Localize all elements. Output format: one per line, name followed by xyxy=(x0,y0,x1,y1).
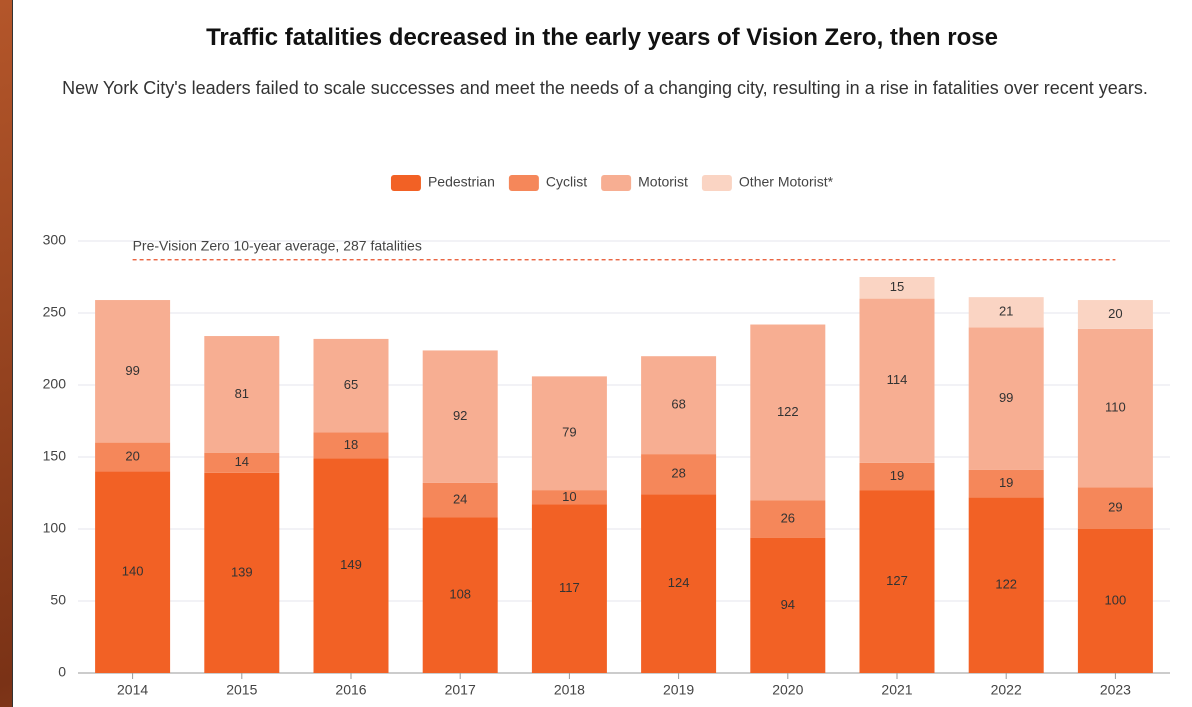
bar-segment xyxy=(531,504,607,673)
legend-swatch xyxy=(701,175,732,191)
y-tick-label: 300 xyxy=(43,232,67,248)
y-tick-label: 100 xyxy=(43,520,67,536)
bar-segment xyxy=(859,490,935,673)
legend-label: Pedestrian xyxy=(428,174,495,190)
value-label: 140 xyxy=(122,564,144,579)
bar-segment xyxy=(641,494,717,673)
value-label: 110 xyxy=(1105,399,1126,414)
value-label: 149 xyxy=(340,557,362,572)
bar-segment xyxy=(1077,487,1153,529)
x-tick-label: 2023 xyxy=(1100,682,1131,698)
x-tick-label: 2017 xyxy=(445,682,476,698)
legend-swatch xyxy=(390,175,421,191)
value-label: 122 xyxy=(995,577,1017,592)
value-label: 20 xyxy=(125,448,139,463)
value-label: 99 xyxy=(125,363,139,378)
y-tick-label: 200 xyxy=(43,376,67,392)
bar-segment xyxy=(1077,529,1153,673)
legend-swatch xyxy=(508,175,539,191)
bar-segment xyxy=(750,500,826,538)
value-label: 127 xyxy=(886,573,908,588)
value-label: 99 xyxy=(999,390,1013,405)
x-tick-label: 2016 xyxy=(335,682,366,698)
chart-subtitle: New York City's leaders failed to scale … xyxy=(62,78,1148,98)
bar-segment xyxy=(531,490,607,505)
bar-segment xyxy=(968,469,1044,498)
chart-title: Traffic fatalities decreased in the earl… xyxy=(206,24,998,51)
value-label: 68 xyxy=(671,397,685,412)
bar-segment xyxy=(313,432,389,459)
value-label: 10 xyxy=(562,489,576,504)
bar-segment xyxy=(750,537,826,673)
value-label: 28 xyxy=(671,466,685,481)
bar-segment xyxy=(1077,328,1153,488)
value-label: 15 xyxy=(890,279,904,294)
legend-label: Other Motorist* xyxy=(739,174,834,190)
bar-segment xyxy=(531,376,607,491)
bar-segment xyxy=(95,471,171,673)
value-label: 100 xyxy=(1105,592,1127,607)
value-label: 19 xyxy=(890,468,904,483)
bar-segment xyxy=(968,497,1044,673)
value-label: 92 xyxy=(453,408,467,423)
bar-segment xyxy=(204,472,280,673)
bar-segment xyxy=(204,452,280,473)
value-label: 81 xyxy=(235,386,249,401)
x-tick-label: 2019 xyxy=(663,682,694,698)
value-label: 114 xyxy=(887,372,908,387)
bar-segment xyxy=(422,482,498,518)
y-tick-label: 50 xyxy=(50,592,66,608)
value-label: 21 xyxy=(999,304,1013,319)
x-tick-label: 2018 xyxy=(554,682,585,698)
value-label: 65 xyxy=(344,377,358,392)
value-label: 18 xyxy=(344,437,358,452)
value-label: 94 xyxy=(781,597,795,612)
reference-label: Pre-Vision Zero 10-year average, 287 fat… xyxy=(133,237,422,253)
value-label: 122 xyxy=(777,404,799,419)
value-label: 124 xyxy=(668,575,690,590)
x-tick-label: 2020 xyxy=(772,682,803,698)
y-tick-label: 150 xyxy=(43,448,67,464)
y-tick-label: 250 xyxy=(43,304,67,320)
legend: Pedestrian Cyclist Motorist Other Motorist* xyxy=(390,174,834,191)
y-tick-label: 0 xyxy=(58,664,66,680)
value-label: 14 xyxy=(235,454,249,469)
bar-segment xyxy=(422,350,498,483)
legend-label: Motorist xyxy=(638,174,688,190)
bar-segment xyxy=(859,298,935,463)
bar-segment xyxy=(95,300,171,443)
bar-segment xyxy=(859,277,935,299)
x-tick-label: 2022 xyxy=(991,682,1022,698)
value-label: 79 xyxy=(562,425,576,440)
value-label: 29 xyxy=(1108,500,1122,515)
value-label: 20 xyxy=(1108,306,1122,321)
legend-swatch xyxy=(601,175,632,191)
bar-segment xyxy=(750,324,826,501)
value-label: 117 xyxy=(559,580,580,595)
bar-segment xyxy=(859,462,935,491)
bar-segment xyxy=(968,297,1044,328)
bar-segment xyxy=(204,336,280,453)
bar-segment xyxy=(95,442,171,472)
bar-segment xyxy=(968,327,1044,470)
bar-segment xyxy=(422,517,498,673)
value-label: 108 xyxy=(449,587,471,602)
bar-segment xyxy=(641,454,717,495)
bar-segment xyxy=(1077,300,1153,329)
bar-segment xyxy=(313,338,389,433)
bar-segment xyxy=(313,458,389,673)
value-label: 26 xyxy=(781,510,795,525)
value-label: 19 xyxy=(999,475,1013,490)
x-tick-label: 2021 xyxy=(881,682,912,698)
legend-label: Cyclist xyxy=(546,174,587,190)
value-label: 24 xyxy=(453,492,467,507)
x-tick-label: 2015 xyxy=(226,682,257,698)
value-label: 139 xyxy=(231,564,253,579)
bar-segment xyxy=(641,356,717,455)
x-tick-label: 2014 xyxy=(117,682,148,698)
